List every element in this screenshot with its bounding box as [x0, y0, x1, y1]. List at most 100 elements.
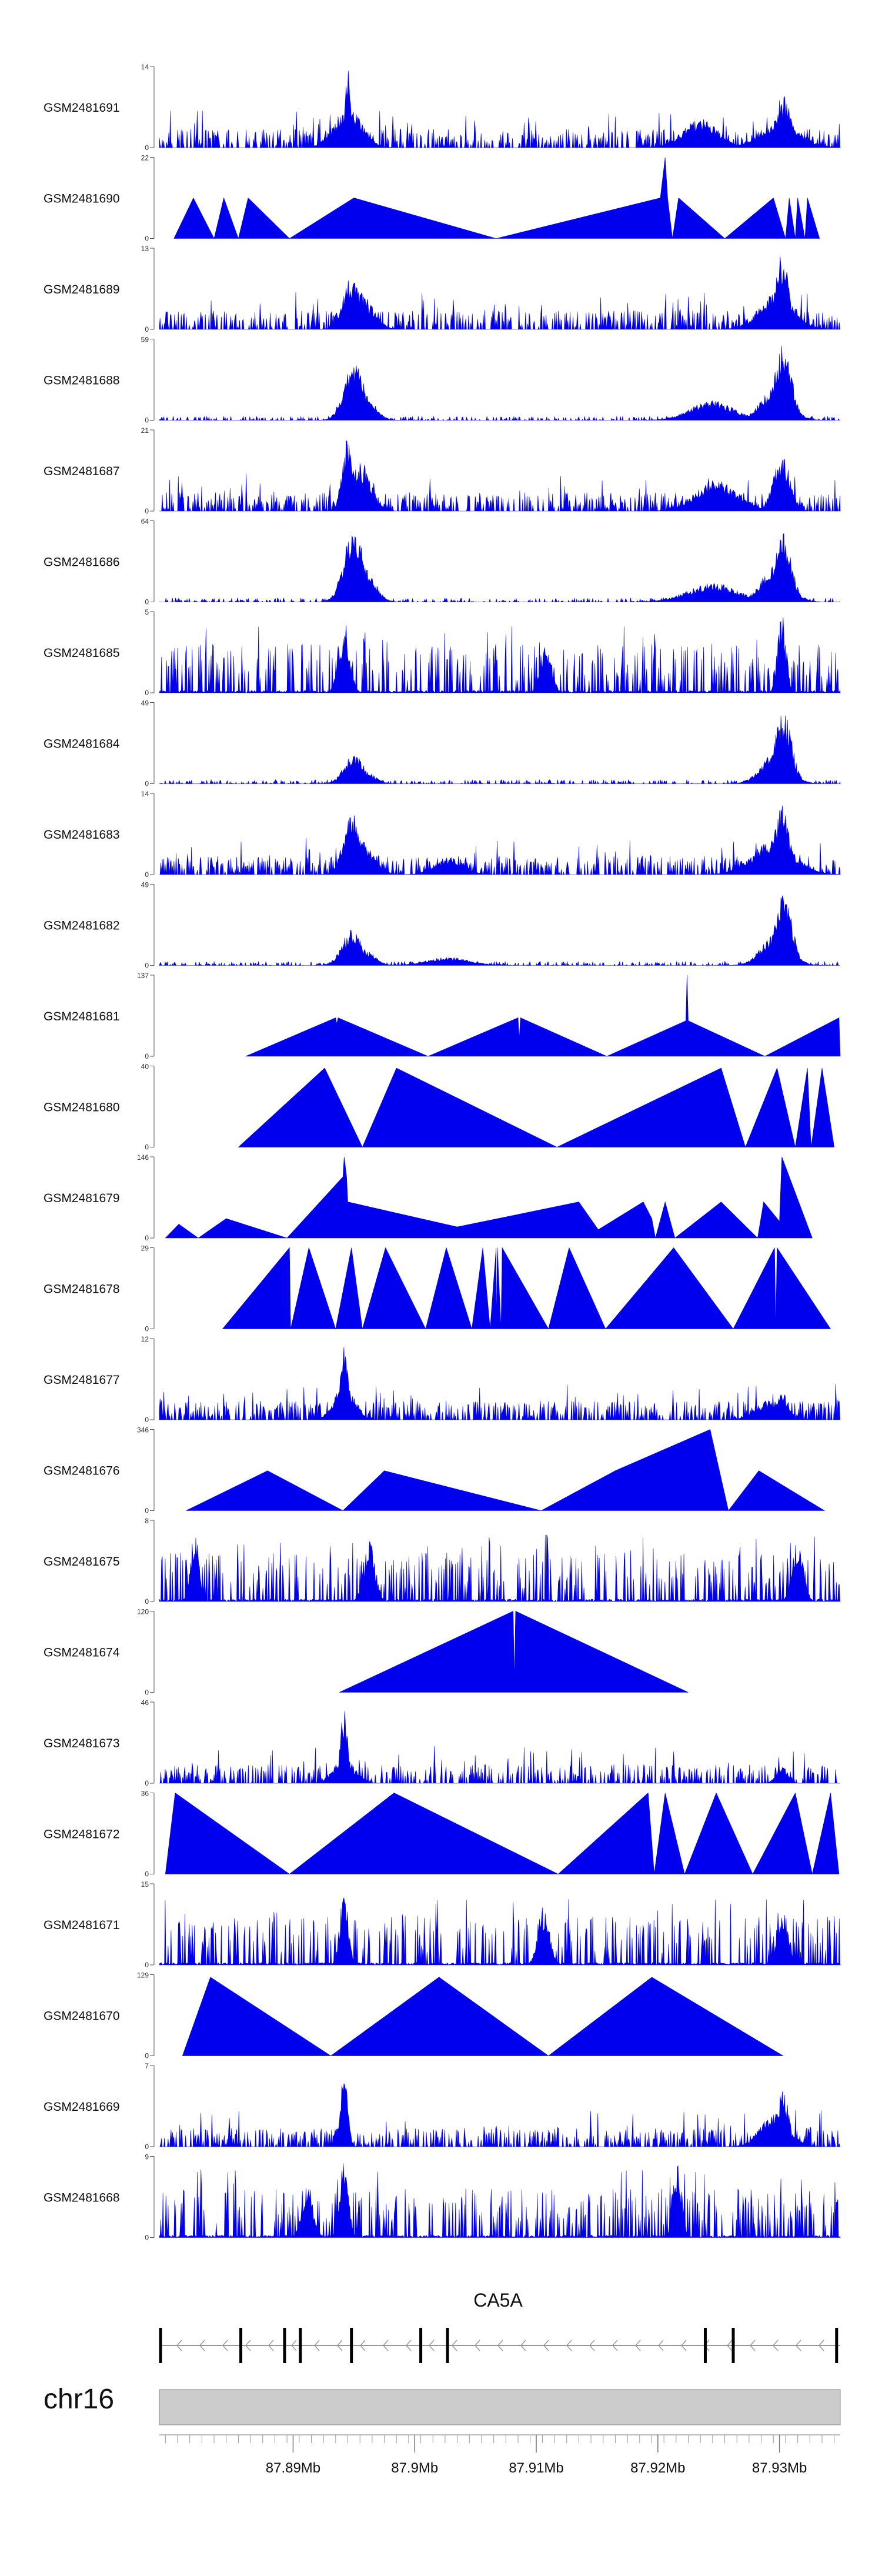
y-axis-max-label: 5 [145, 608, 149, 616]
strand-arrow [497, 2340, 503, 2351]
signal-area [159, 895, 840, 966]
signal-area [159, 2163, 841, 2238]
track-GSM2481671: GSM2481671 15 0 [44, 1880, 841, 1969]
gene-exon [239, 2328, 243, 2363]
y-axis-zero-label: 0 [145, 1234, 149, 1242]
track-GSM2481669: GSM2481669 7 0 [44, 2062, 840, 2151]
y-axis-max-label: 40 [141, 1063, 149, 1071]
track-GSM2481684: GSM2481684 49 0 [44, 699, 841, 788]
track-label: GSM2481674 [44, 1646, 120, 1660]
y-axis-zero-label: 0 [145, 689, 149, 697]
track-label: GSM2481682 [44, 919, 120, 933]
track-GSM2481676: GSM2481676 346 0 [44, 1426, 826, 1515]
genomic-axis: 87.89Mb 87.9Mb 87.91Mb 87.92Mb 87.93Mb [159, 2434, 840, 2476]
strand-arrow [336, 2340, 343, 2351]
signal-area [165, 1156, 813, 1239]
gene-name: CA5A [473, 2290, 523, 2311]
track-label: GSM2481675 [44, 1555, 120, 1569]
strand-arrow [543, 2340, 549, 2351]
x-tick-label: 87.92Mb [630, 2460, 685, 2476]
signal-tracks: GSM2481691140GSM2481690220GSM2481689130G… [44, 63, 841, 2242]
signal-area [159, 617, 841, 693]
y-axis-zero-label: 0 [145, 870, 149, 879]
strand-arrow [382, 2340, 389, 2351]
strand-arrow [680, 2340, 687, 2351]
y-axis-max-label: 29 [141, 1244, 149, 1253]
signal-area [173, 157, 820, 239]
track-GSM2481688: GSM2481688 59 0 [44, 336, 840, 425]
gene-exon [446, 2328, 449, 2363]
strand-arrow [405, 2340, 412, 2351]
y-axis-max-label: 21 [141, 426, 149, 435]
gene-exon [283, 2328, 286, 2363]
y-axis-max-label: 36 [141, 1790, 149, 1798]
y-axis-zero-label: 0 [145, 2234, 149, 2242]
x-tick-label: 87.9Mb [391, 2460, 438, 2476]
strand-arrow [818, 2340, 824, 2351]
gene-exon [835, 2328, 838, 2363]
strand-arrow [795, 2340, 801, 2351]
y-axis-max-label: 15 [141, 1880, 149, 1888]
y-axis-max-label: 22 [141, 154, 149, 162]
track-GSM2481673: GSM2481673 46 0 [44, 1699, 840, 1787]
track-label: GSM2481672 [44, 1828, 120, 1841]
strand-arrow [634, 2340, 641, 2351]
signal-area [186, 1429, 826, 1511]
signal-area [339, 1611, 689, 1693]
y-axis-zero-label: 0 [145, 2052, 149, 2060]
strand-arrow [451, 2340, 457, 2351]
signal-area [159, 1347, 840, 1420]
y-axis-max-label: 137 [137, 972, 149, 980]
strand-arrow [359, 2340, 366, 2351]
strand-arrow [245, 2340, 251, 2351]
y-axis-zero-label: 0 [145, 962, 149, 970]
x-tick-label: 87.93Mb [752, 2460, 807, 2476]
signal-area [159, 533, 841, 603]
y-axis-zero-label: 0 [145, 507, 149, 515]
signal-area [159, 715, 841, 785]
gene-exon [350, 2328, 353, 2363]
signal-area [159, 345, 840, 421]
signal-area [159, 1534, 841, 1602]
track-label: GSM2481681 [44, 1010, 120, 1023]
track-label: GSM2481668 [44, 2191, 120, 2205]
gene-exon [731, 2328, 735, 2363]
track-label: GSM2481676 [44, 1464, 120, 1478]
track-label: GSM2481669 [44, 2100, 120, 2114]
track-GSM2481672: GSM2481672 36 0 [44, 1790, 840, 1878]
track-label: GSM2481690 [44, 192, 120, 206]
track-GSM2481674: GSM2481674 120 0 [44, 1608, 689, 1697]
chromosome-label: chr16 [44, 2384, 114, 2415]
ideogram-track: chr16 87.89Mb 87.9Mb 87.91Mb 87.92Mb 87.93Mb [44, 2384, 841, 2476]
signal-area [159, 441, 841, 512]
track-label: GSM2481673 [44, 1737, 120, 1750]
track-GSM2481675: GSM2481675 8 0 [44, 1517, 841, 1606]
y-axis-zero-label: 0 [145, 144, 149, 152]
gene-exon [703, 2328, 707, 2363]
gene-structure [159, 2328, 840, 2363]
y-axis-zero-label: 0 [145, 1052, 149, 1060]
signal-area [159, 71, 841, 148]
signal-area [165, 1792, 840, 1875]
strand-arrow [612, 2340, 618, 2351]
y-axis-zero-label: 0 [145, 1143, 149, 1152]
track-GSM2481690: GSM2481690 22 0 [44, 154, 820, 243]
track-label: GSM2481671 [44, 1918, 120, 1932]
signal-area [159, 256, 841, 330]
track-GSM2481686: GSM2481686 64 0 [44, 518, 841, 606]
y-axis-max-label: 9 [145, 2153, 149, 2161]
strand-arrow [657, 2340, 664, 2351]
y-axis-max-label: 120 [137, 1608, 149, 1616]
strand-arrow [222, 2340, 228, 2351]
strand-arrow [566, 2340, 572, 2351]
track-GSM2481689: GSM2481689 13 0 [44, 245, 841, 333]
signal-area [245, 975, 841, 1057]
strand-arrow [313, 2340, 320, 2351]
track-GSM2481683: GSM2481683 14 0 [44, 790, 841, 879]
y-axis-max-label: 49 [141, 881, 149, 889]
track-label: GSM2481683 [44, 828, 120, 842]
strand-arrow [268, 2340, 274, 2351]
signal-area [182, 1977, 784, 2056]
y-axis-zero-label: 0 [145, 1689, 149, 1697]
